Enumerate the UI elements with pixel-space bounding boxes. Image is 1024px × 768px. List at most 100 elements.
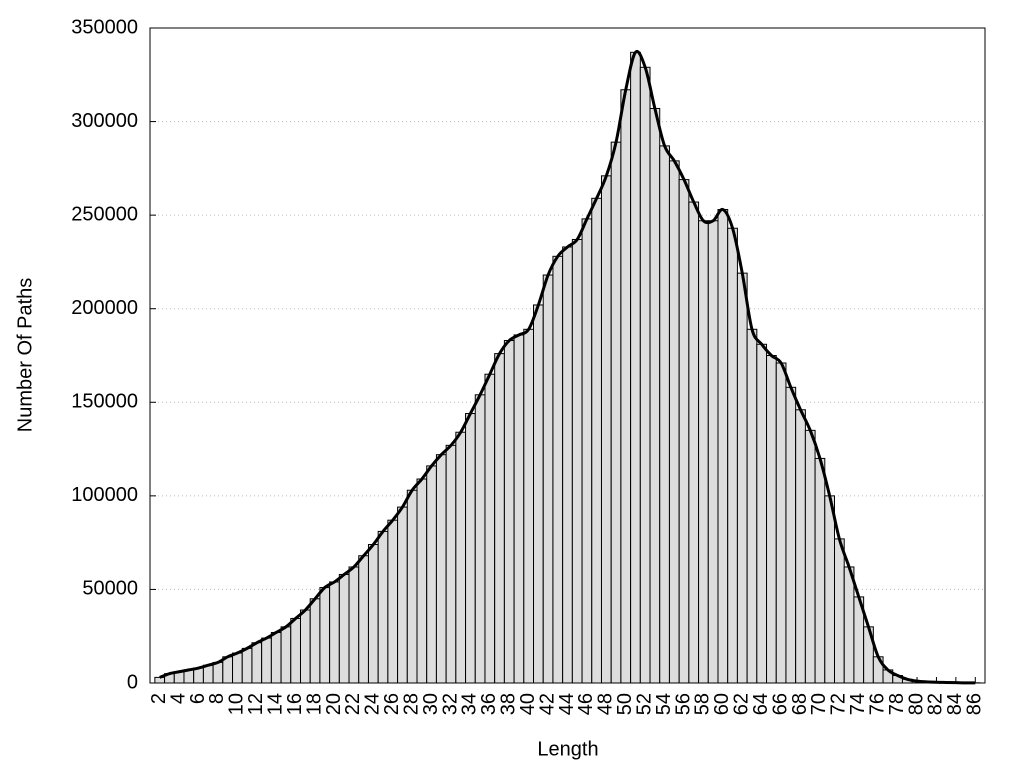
bar: [222, 656, 234, 684]
x-tick-label: 24: [362, 693, 384, 715]
bar: [649, 107, 661, 684]
bar: [280, 626, 292, 684]
trend-line: [159, 50, 976, 685]
bar: [212, 661, 224, 684]
x-tick-label: 78: [886, 693, 908, 715]
y-tick-label: 150000: [71, 391, 138, 413]
bar: [610, 141, 622, 684]
bar: [717, 209, 729, 684]
bar: [804, 429, 816, 684]
x-tick-label: 44: [556, 693, 578, 715]
x-tick-label: 76: [866, 693, 888, 715]
bar: [270, 631, 282, 684]
bar: [377, 530, 389, 684]
y-tick-label: 50000: [82, 578, 138, 600]
bar: [251, 642, 263, 684]
bar: [474, 394, 486, 684]
bar: [338, 573, 350, 684]
bar: [232, 652, 243, 684]
bar: [348, 566, 360, 684]
bar: [678, 179, 690, 684]
x-tick-label: 22: [342, 693, 364, 715]
bar: [319, 587, 331, 684]
x-tick-label: 16: [284, 693, 306, 715]
x-tick-label: 84: [944, 693, 966, 715]
x-tick-label: 62: [731, 693, 753, 715]
bar: [329, 581, 340, 684]
bar: [299, 609, 311, 684]
bar: [494, 353, 505, 684]
bar: [834, 538, 845, 684]
y-tick-label: 350000: [71, 16, 138, 38]
bar: [727, 227, 738, 684]
bar: [406, 489, 418, 684]
x-tick-label: 64: [750, 693, 772, 715]
x-tick-label: 48: [595, 693, 617, 715]
x-tick-label: 74: [847, 693, 869, 715]
x-tick-label: 50: [614, 693, 636, 715]
bar: [367, 544, 379, 684]
bar: [581, 218, 593, 684]
y-tick-label: 0: [127, 671, 138, 693]
bar: [707, 220, 719, 684]
y-axis-label: Number Of Paths: [14, 278, 36, 433]
bar: [639, 66, 651, 684]
bar: [465, 413, 476, 684]
bar: [562, 246, 573, 684]
x-tick-label: 40: [517, 693, 539, 715]
y-tick-label: 300000: [71, 110, 138, 132]
x-tick-label: 26: [381, 693, 403, 715]
bar: [241, 647, 253, 684]
bar: [154, 676, 166, 684]
bar: [668, 160, 680, 684]
x-tick-label: 86: [964, 693, 986, 715]
x-tick-label: 82: [925, 693, 947, 715]
x-tick-label: 10: [226, 693, 248, 715]
bar: [193, 667, 204, 684]
x-axis-label: Length: [537, 738, 598, 760]
bar: [736, 272, 748, 684]
bar: [309, 598, 321, 684]
plot-frame: [149, 27, 986, 684]
x-tick-label: 72: [828, 693, 850, 715]
x-tick-label: 18: [303, 693, 325, 715]
x-tick-label: 8: [206, 693, 228, 704]
x-tick-label: 68: [789, 693, 811, 715]
bar: [290, 617, 301, 684]
x-tick-label: 70: [808, 693, 830, 715]
bar: [591, 197, 602, 684]
x-tick-label: 66: [769, 693, 791, 715]
bar: [416, 478, 428, 684]
x-tick-label: 12: [245, 693, 267, 715]
bar: [513, 334, 525, 684]
bar: [397, 506, 408, 684]
bar: [814, 457, 826, 684]
x-tick-label: 54: [653, 693, 675, 715]
bar: [435, 454, 447, 684]
x-tick-label: 28: [400, 693, 422, 715]
bar: [503, 340, 515, 684]
bar: [261, 637, 272, 684]
y-tick-label: 100000: [71, 484, 138, 506]
x-tick-label: 6: [187, 693, 209, 704]
x-tick-label: 38: [498, 693, 520, 715]
bar: [484, 373, 496, 684]
bar: [426, 465, 437, 684]
x-tick-label: 4: [167, 693, 189, 704]
bar: [571, 238, 583, 684]
bar: [756, 343, 768, 684]
bar: [358, 555, 369, 684]
bar: [824, 495, 836, 684]
x-tick-label: 80: [905, 693, 927, 715]
bar: [455, 431, 467, 684]
x-tick-label: 46: [575, 693, 597, 715]
bar: [533, 304, 544, 684]
bar: [795, 409, 806, 684]
x-tick-label: 52: [633, 693, 655, 715]
x-tick-label: 36: [478, 693, 500, 715]
bar: [630, 51, 641, 684]
x-tick-label: 60: [711, 693, 733, 715]
bar: [202, 664, 214, 684]
bar: [688, 201, 700, 684]
bar: [698, 220, 709, 684]
